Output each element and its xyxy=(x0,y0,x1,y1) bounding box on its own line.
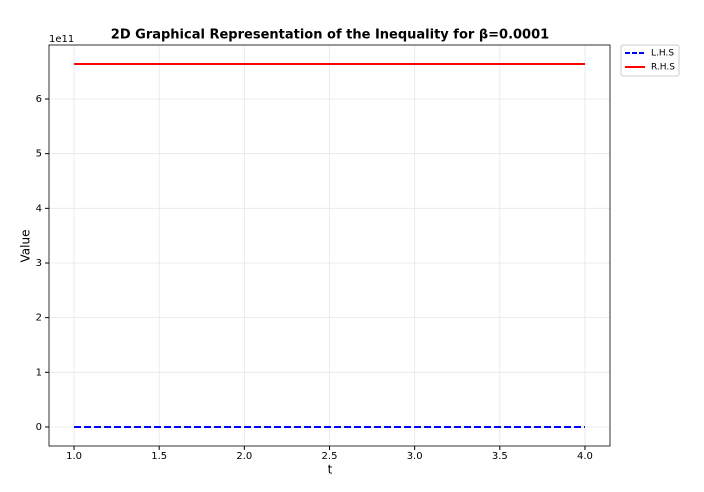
y-tick-label: 1 xyxy=(36,367,42,378)
x-tick-label: 4.0 xyxy=(577,451,593,462)
y-tick-label: 0 xyxy=(36,422,42,433)
y-tick-label: 3 xyxy=(36,258,42,269)
legend-label: R.H.S xyxy=(651,63,675,73)
y-tick-label: 5 xyxy=(36,149,42,160)
x-axis-label: t xyxy=(328,463,333,477)
x-tick-label: 2.5 xyxy=(322,451,338,462)
y-offset-label: 1e11 xyxy=(49,34,74,45)
x-tick-label: 2.0 xyxy=(236,451,252,462)
y-tick-label: 4 xyxy=(36,203,42,214)
y-tick-label: 6 xyxy=(36,94,42,105)
x-tick-label: 3.0 xyxy=(407,451,423,462)
x-tick-label: 1.0 xyxy=(66,451,82,462)
y-axis-label: Value xyxy=(19,230,33,263)
plot-frame xyxy=(48,44,611,447)
chart-title: 2D Graphical Representation of the Inequ… xyxy=(111,28,549,43)
x-tick-label: 1.5 xyxy=(151,451,167,462)
y-tick-label: 2 xyxy=(36,313,42,324)
x-tick-label: 3.5 xyxy=(492,451,508,462)
legend-label: L.H.S xyxy=(651,49,674,59)
